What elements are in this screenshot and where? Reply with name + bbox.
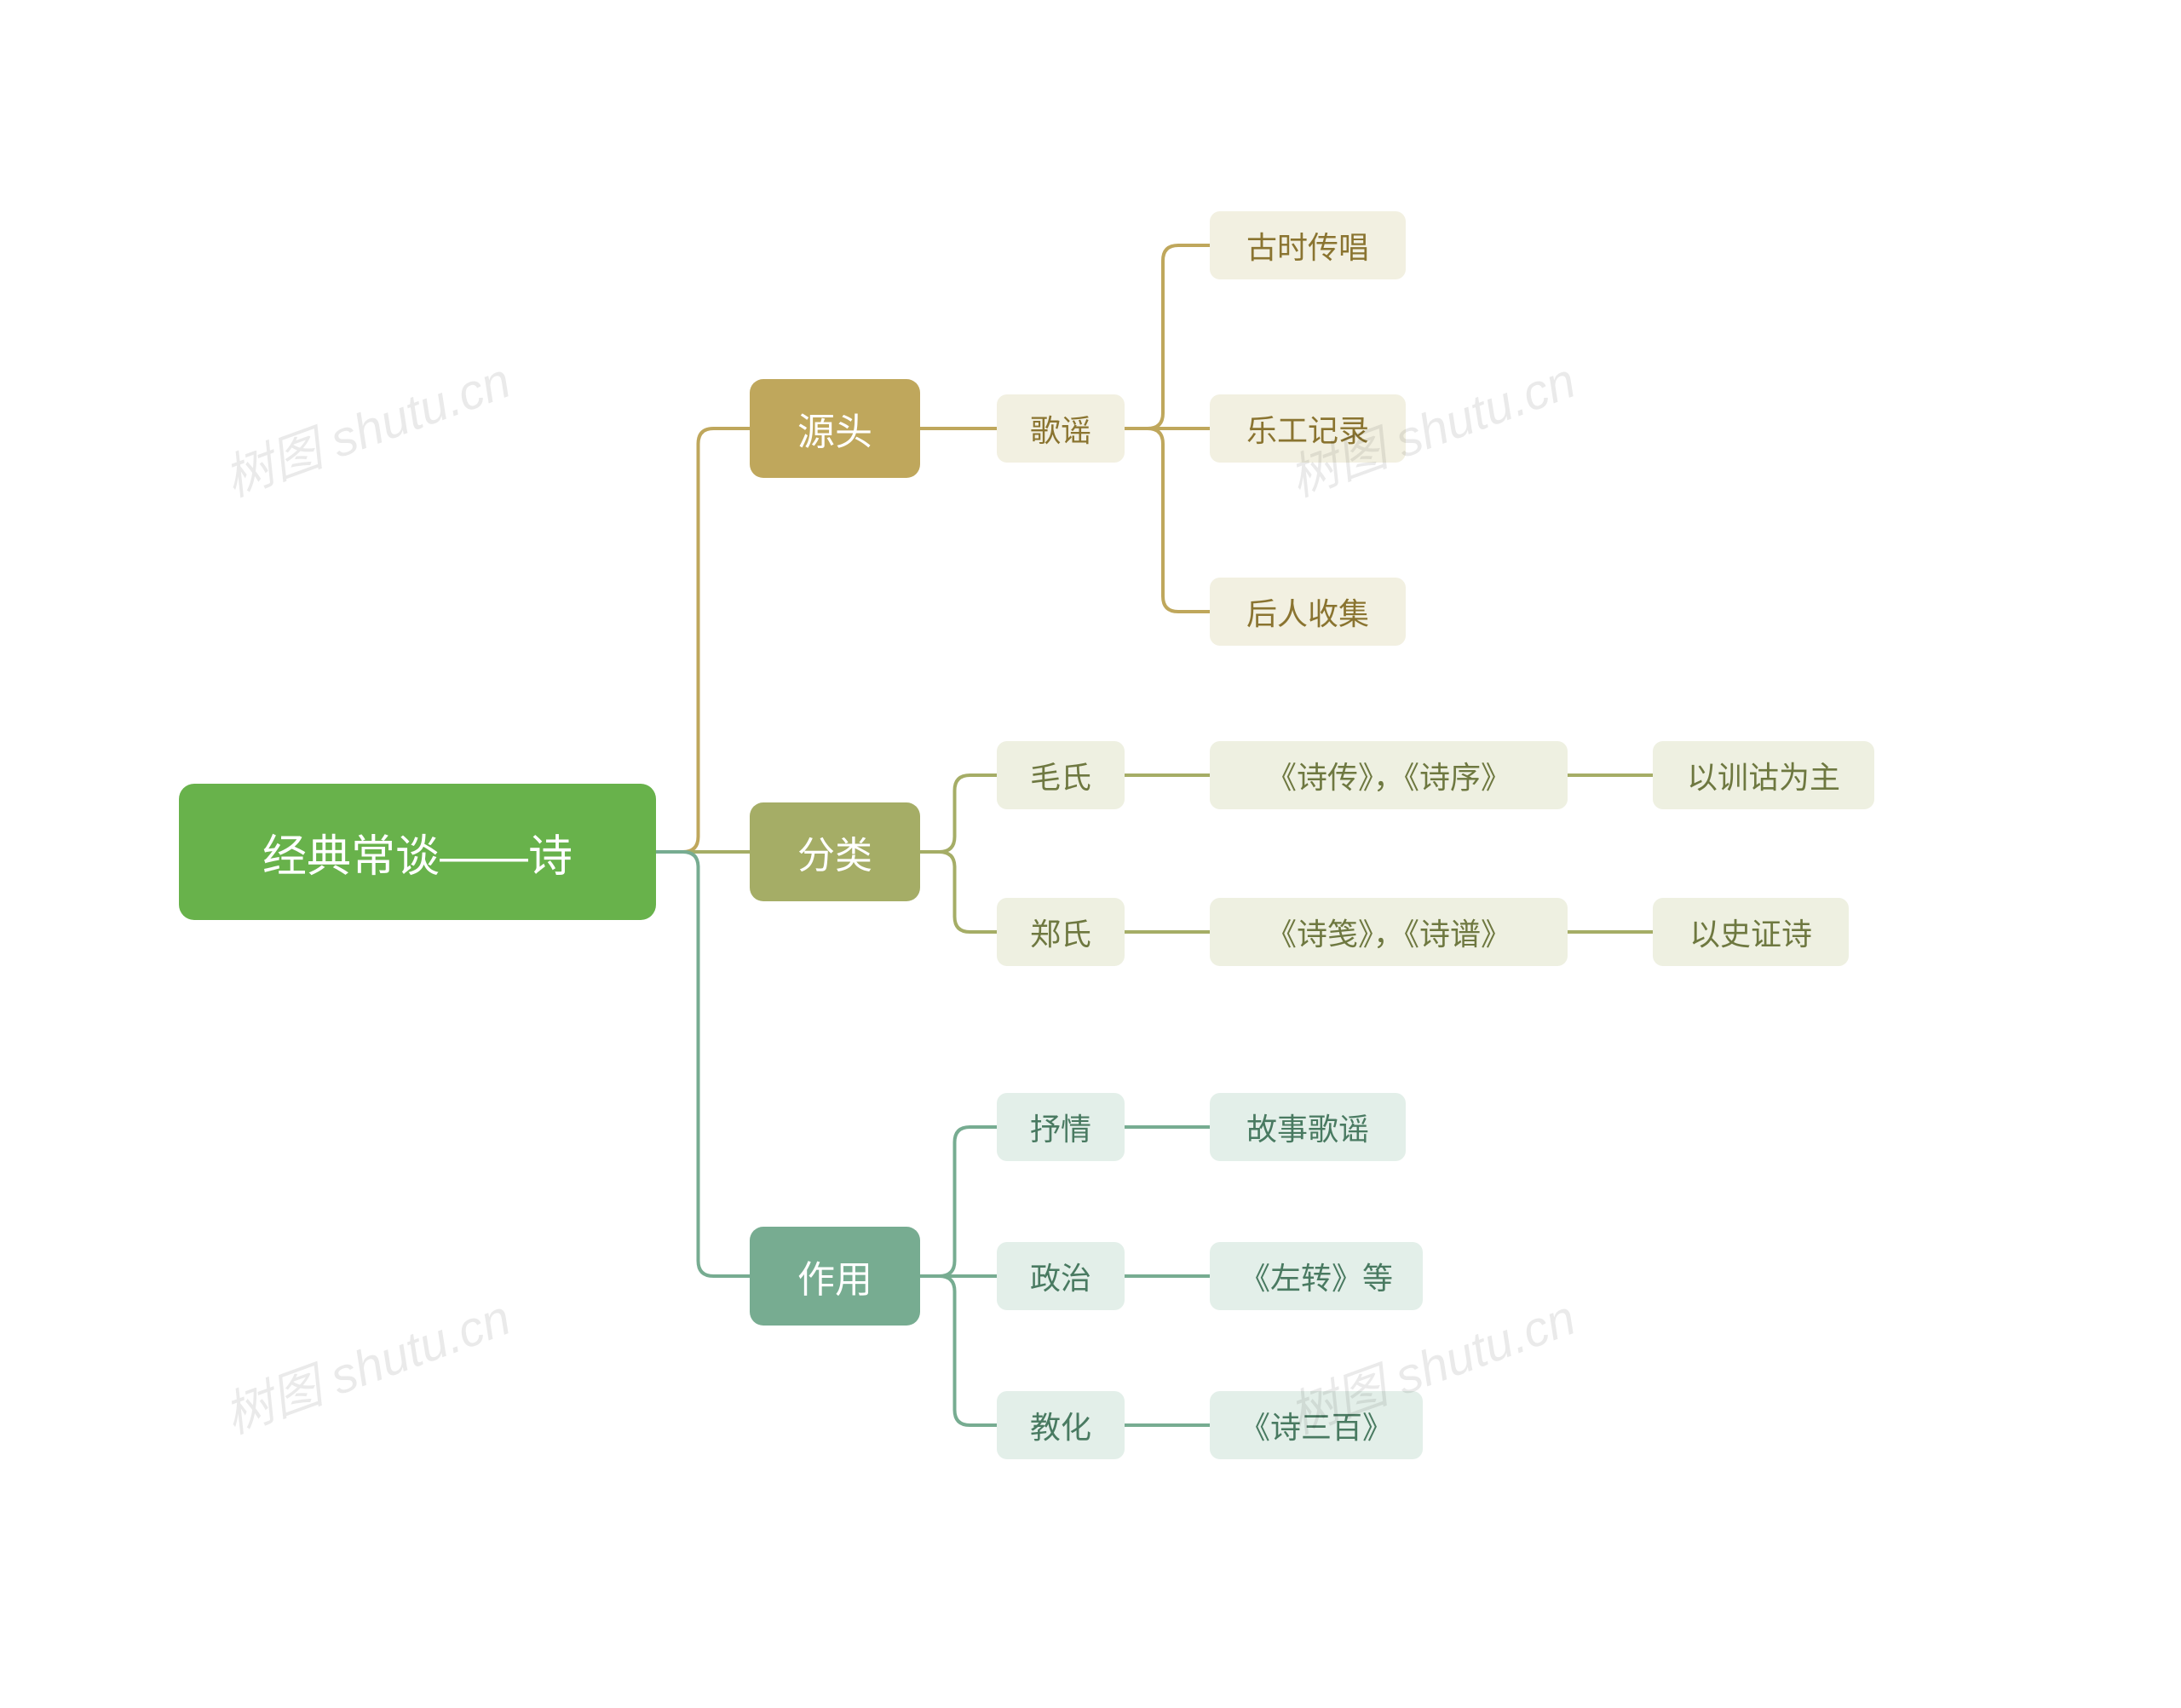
- node-label: 抒情: [1030, 1105, 1091, 1149]
- node-label: 后人收集: [1246, 589, 1369, 634]
- node-label: 分类: [797, 825, 872, 879]
- mindmap-node-b1c1c[interactable]: 后人收集: [1210, 578, 1406, 646]
- node-label: 《诗笺》，《诗谱》: [1266, 910, 1511, 954]
- mindmap-node-b2c1a1[interactable]: 以训诂为主: [1653, 741, 1874, 809]
- node-label: 《诗传》，《诗序》: [1266, 753, 1511, 797]
- mindmap-node-b1c1b[interactable]: 乐工记录: [1210, 394, 1406, 463]
- mindmap-node-b2c2a[interactable]: 《诗笺》，《诗谱》: [1210, 898, 1568, 966]
- mindmap-node-b2c2a1[interactable]: 以史证诗: [1653, 898, 1849, 966]
- mindmap-node-b3[interactable]: 作用: [750, 1227, 920, 1326]
- node-label: 政治: [1030, 1254, 1091, 1298]
- mindmap-node-b2c2[interactable]: 郑氏: [997, 898, 1125, 966]
- node-label: 以训诂为主: [1687, 753, 1840, 797]
- mindmap-node-b2c1[interactable]: 毛氏: [997, 741, 1125, 809]
- mindmap-node-root[interactable]: 经典常谈——诗: [179, 784, 656, 920]
- node-label: 教化: [1030, 1403, 1091, 1447]
- mindmap-node-b3c2[interactable]: 政治: [997, 1242, 1125, 1310]
- mindmap-node-b3c3[interactable]: 教化: [997, 1391, 1125, 1459]
- node-label: 毛氏: [1030, 753, 1091, 797]
- mindmap-node-b1[interactable]: 源头: [750, 379, 920, 478]
- watermark: 树图 shutu.cn: [213, 1278, 519, 1447]
- node-label: 《诗三百》: [1240, 1403, 1393, 1447]
- node-label: 歌谣: [1030, 406, 1091, 451]
- node-label: 作用: [797, 1249, 872, 1303]
- node-label: 经典常谈——诗: [262, 820, 573, 884]
- node-label: 古时传唱: [1246, 223, 1369, 267]
- node-label: 以史证诗: [1689, 910, 1812, 954]
- mindmap-node-b3c1a[interactable]: 故事歌谣: [1210, 1093, 1406, 1161]
- node-label: 郑氏: [1030, 910, 1091, 954]
- mindmap-node-b2c1a[interactable]: 《诗传》，《诗序》: [1210, 741, 1568, 809]
- mindmap-node-b3c1[interactable]: 抒情: [997, 1093, 1125, 1161]
- mindmap-node-b2[interactable]: 分类: [750, 802, 920, 901]
- watermark: 树图 shutu.cn: [213, 341, 519, 510]
- mindmap-node-b1c1[interactable]: 歌谣: [997, 394, 1125, 463]
- node-label: 故事歌谣: [1246, 1105, 1369, 1149]
- mindmap-node-b3c3a[interactable]: 《诗三百》: [1210, 1391, 1423, 1459]
- node-label: 《左转》等: [1240, 1254, 1393, 1298]
- node-label: 源头: [797, 401, 872, 456]
- mindmap-node-b3c2a[interactable]: 《左转》等: [1210, 1242, 1423, 1310]
- mindmap-node-b1c1a[interactable]: 古时传唱: [1210, 211, 1406, 279]
- node-label: 乐工记录: [1246, 406, 1369, 451]
